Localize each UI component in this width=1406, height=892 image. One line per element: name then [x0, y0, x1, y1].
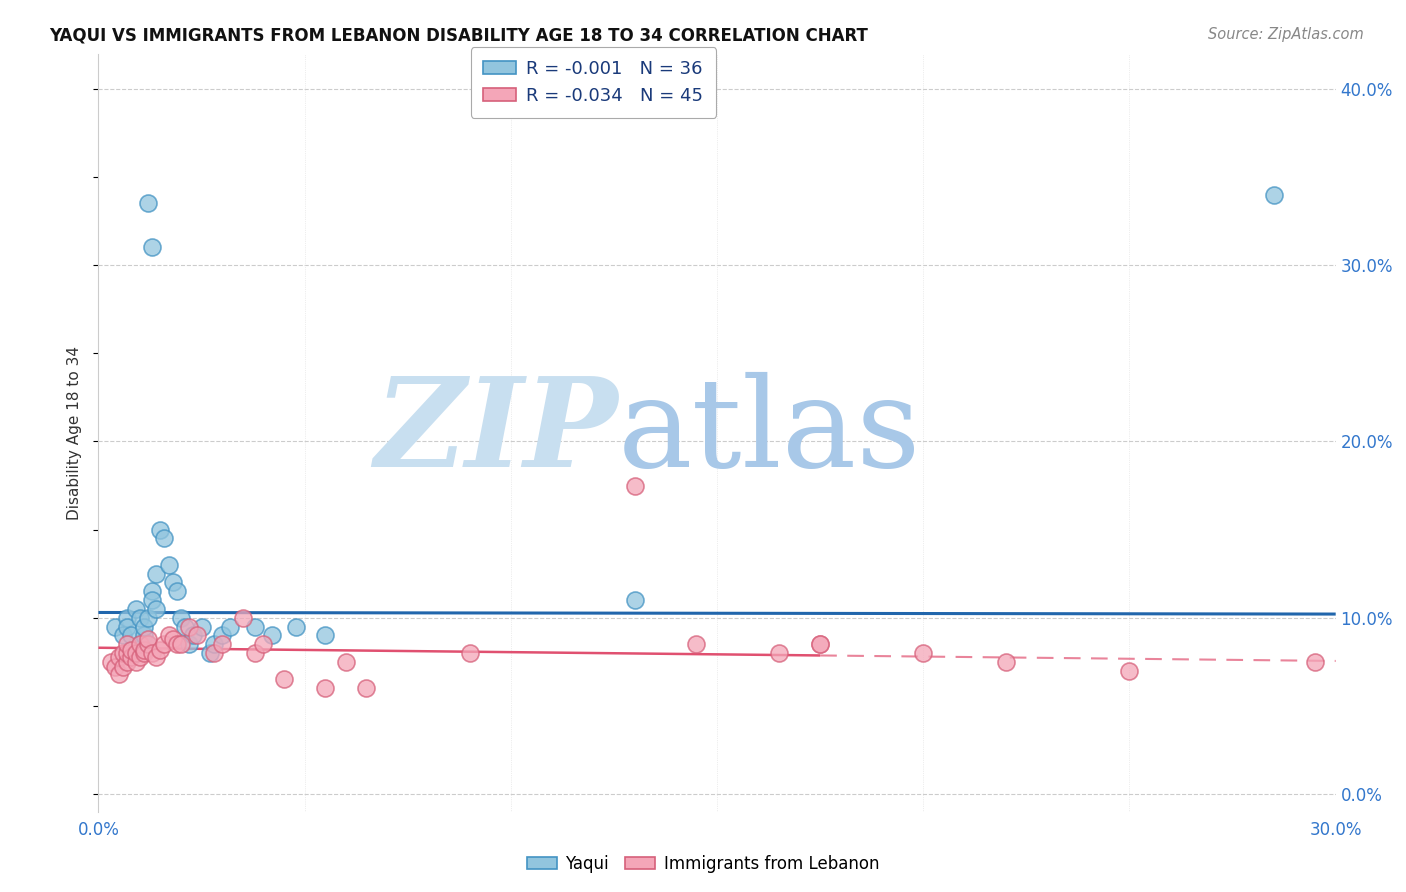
Point: [219, 619, 242, 633]
Point: [136, 611, 159, 625]
Point: [179, 619, 201, 633]
Point: [356, 681, 378, 696]
Y-axis label: Disability Age 18 to 34: Disability Age 18 to 34: [67, 345, 83, 520]
Point: [808, 637, 831, 651]
Point: [1118, 664, 1140, 678]
Legend: R = -0.001   N = 36, R = -0.034   N = 45: R = -0.001 N = 36, R = -0.034 N = 45: [471, 47, 716, 118]
Point: [174, 619, 197, 633]
Point: [145, 602, 167, 616]
Point: [128, 637, 150, 651]
Point: [170, 637, 193, 651]
Point: [166, 637, 188, 651]
Point: [623, 593, 645, 607]
Point: [252, 637, 274, 651]
Point: [273, 673, 295, 687]
Point: [181, 628, 204, 642]
Point: [179, 637, 201, 651]
Point: [136, 637, 159, 651]
Point: [211, 637, 233, 651]
Point: [108, 667, 131, 681]
Point: [128, 637, 150, 651]
Point: [132, 642, 155, 657]
Point: [260, 628, 283, 642]
Point: [149, 642, 172, 657]
Point: [104, 660, 127, 674]
Point: [149, 523, 172, 537]
Point: [145, 649, 167, 664]
Point: [808, 637, 831, 651]
Point: [285, 619, 308, 633]
Point: [685, 637, 707, 651]
Point: [124, 646, 146, 660]
Point: [112, 660, 135, 674]
Point: [202, 637, 225, 651]
Point: [198, 646, 221, 660]
Point: [314, 681, 336, 696]
Point: [132, 619, 155, 633]
Text: atlas: atlas: [619, 372, 921, 493]
Point: [232, 611, 254, 625]
Point: [136, 637, 159, 651]
Point: [335, 655, 357, 669]
Point: [141, 240, 163, 254]
Point: [112, 646, 135, 660]
Text: ZIP: ZIP: [374, 372, 619, 493]
Point: [170, 611, 193, 625]
Point: [202, 646, 225, 660]
Point: [120, 628, 142, 642]
Point: [117, 611, 139, 625]
Point: [162, 575, 184, 590]
Point: [623, 478, 645, 492]
Point: [166, 584, 188, 599]
Point: [141, 646, 163, 660]
Point: [912, 646, 935, 660]
Point: [190, 619, 212, 633]
Point: [141, 584, 163, 599]
Point: [145, 566, 167, 581]
Point: [128, 611, 150, 625]
Point: [124, 655, 146, 669]
Point: [153, 532, 176, 546]
Point: [1303, 655, 1326, 669]
Point: [120, 649, 142, 664]
Point: [100, 655, 122, 669]
Point: [132, 646, 155, 660]
Point: [186, 628, 208, 642]
Point: [157, 558, 180, 572]
Point: [108, 649, 131, 664]
Point: [314, 628, 336, 642]
Point: [120, 642, 142, 657]
Point: [141, 593, 163, 607]
Point: [136, 632, 159, 646]
Point: [117, 619, 139, 633]
Legend: Yaqui, Immigrants from Lebanon: Yaqui, Immigrants from Lebanon: [520, 848, 886, 880]
Point: [117, 646, 139, 660]
Text: Source: ZipAtlas.com: Source: ZipAtlas.com: [1208, 27, 1364, 42]
Point: [162, 632, 184, 646]
Text: YAQUI VS IMMIGRANTS FROM LEBANON DISABILITY AGE 18 TO 34 CORRELATION CHART: YAQUI VS IMMIGRANTS FROM LEBANON DISABIL…: [49, 27, 868, 45]
Point: [136, 196, 159, 211]
Point: [124, 602, 146, 616]
Point: [768, 646, 790, 660]
Point: [458, 646, 481, 660]
Point: [132, 628, 155, 642]
Point: [243, 619, 266, 633]
Point: [117, 655, 139, 669]
Point: [994, 655, 1017, 669]
Point: [211, 628, 233, 642]
Point: [157, 628, 180, 642]
Point: [153, 637, 176, 651]
Point: [112, 628, 135, 642]
Point: [243, 646, 266, 660]
Point: [117, 637, 139, 651]
Point: [128, 649, 150, 664]
Point: [1263, 187, 1285, 202]
Point: [104, 619, 127, 633]
